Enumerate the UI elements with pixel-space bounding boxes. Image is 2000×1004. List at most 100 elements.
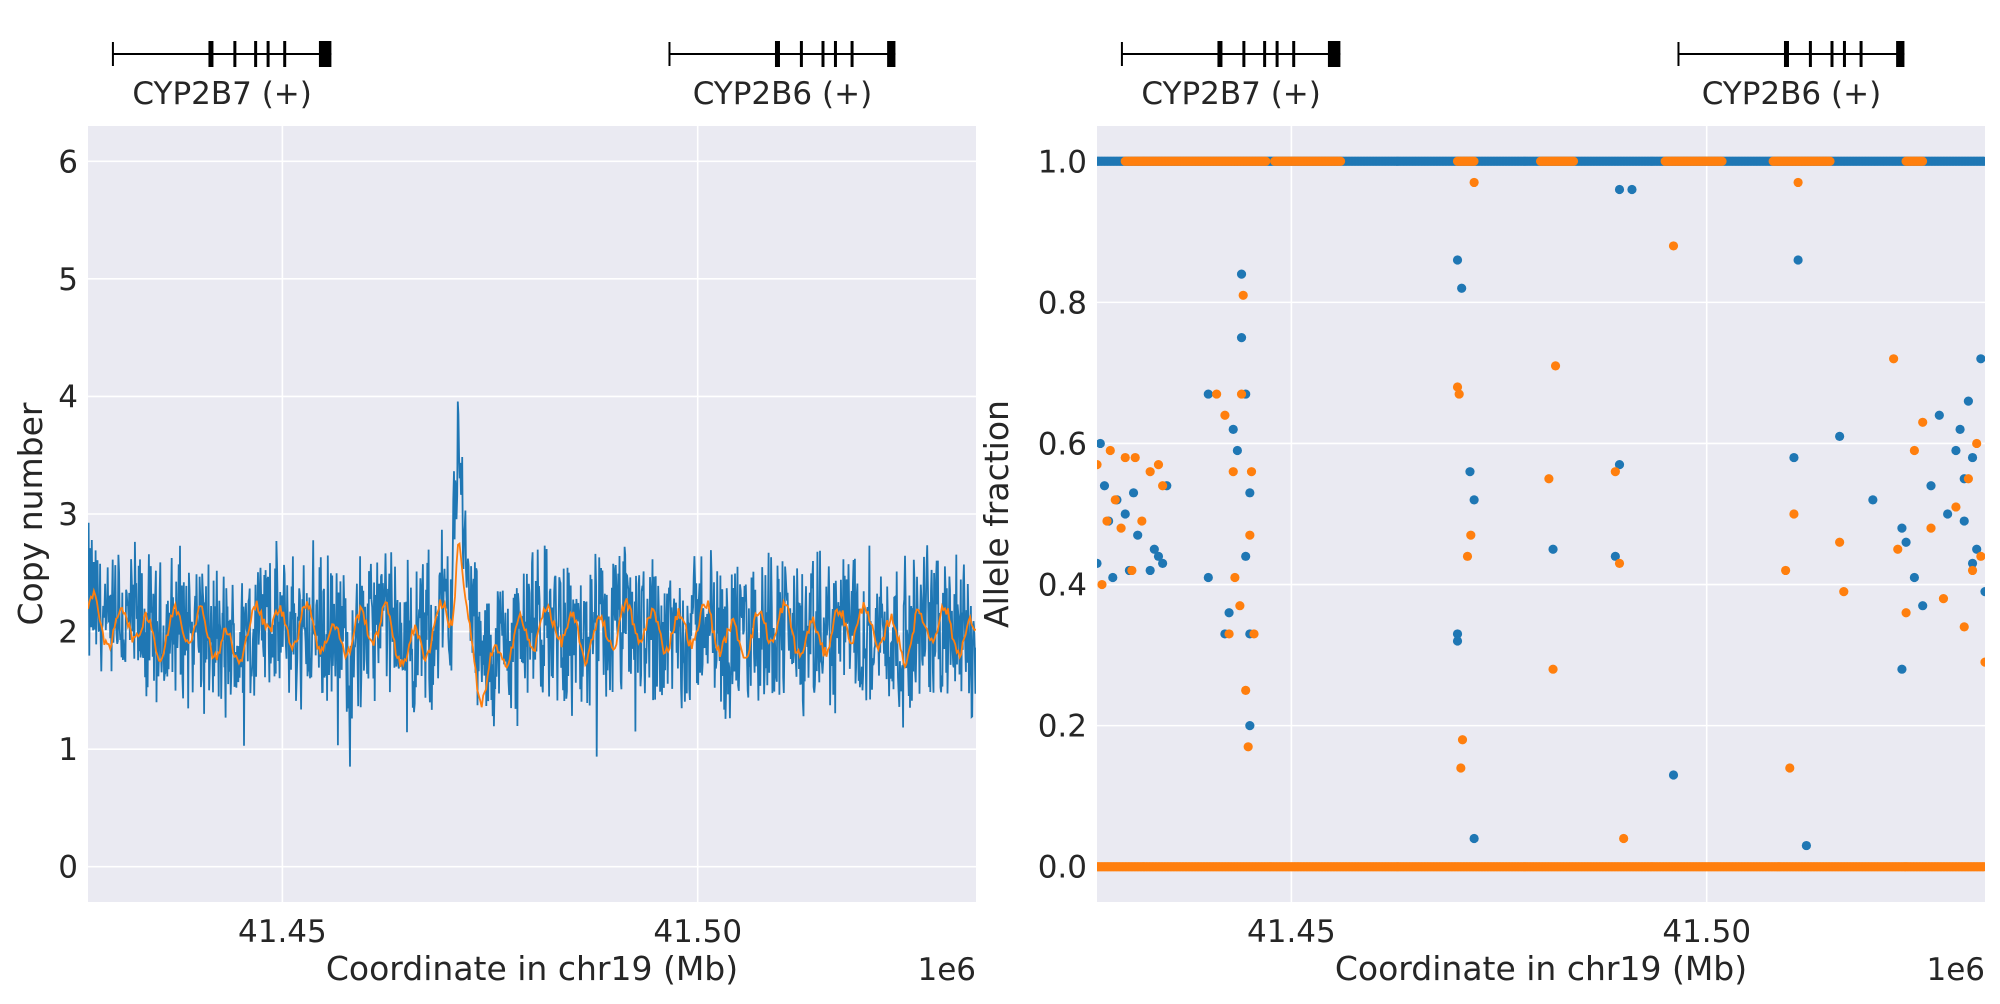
allele-point xyxy=(1241,551,1251,561)
allele-point xyxy=(1203,572,1213,583)
allele-point xyxy=(1457,735,1468,745)
y-tick-label: 1.0 xyxy=(1038,144,1087,180)
allele-point xyxy=(1934,410,1944,420)
allele-point xyxy=(1235,601,1245,611)
allele-point xyxy=(1918,417,1928,427)
gene-exon xyxy=(1830,41,1834,67)
allele-point xyxy=(1261,156,1271,166)
allele-point xyxy=(1249,629,1259,639)
x-axis-offset-label: 1e6 xyxy=(917,952,976,988)
gene-exon xyxy=(1217,41,1223,67)
gene-label: CYP2B7 (+) xyxy=(132,76,311,112)
gene-label: CYP2B7 (+) xyxy=(1141,76,1320,112)
gene-label: CYP2B6 (+) xyxy=(1702,76,1881,112)
series-clip-group xyxy=(88,401,976,767)
allele-point xyxy=(1108,572,1118,583)
y-tick-label: 0 xyxy=(58,850,78,886)
allele-point xyxy=(1963,396,1973,406)
allele-point xyxy=(1224,629,1234,639)
allele-point xyxy=(1801,840,1812,851)
allele-point xyxy=(1619,833,1629,844)
allele-point xyxy=(1793,177,1803,188)
allele-point xyxy=(1917,156,1928,166)
series-clip-group xyxy=(1097,156,1985,872)
x-tick-label: 41.45 xyxy=(238,914,327,950)
x-tick-label: 41.45 xyxy=(1247,914,1336,950)
gene-exon xyxy=(821,41,825,67)
allele-point xyxy=(1544,474,1554,484)
allele-point xyxy=(1835,431,1845,441)
allele-point xyxy=(1245,488,1255,498)
allele-point xyxy=(1789,452,1799,463)
allele-point xyxy=(1967,565,1978,576)
allele-point xyxy=(1158,558,1168,568)
allele-point xyxy=(1951,445,1961,456)
allele-point xyxy=(1897,523,1907,533)
x-axis-label: Coordinate in chr19 (Mb) xyxy=(326,949,738,988)
allele-point xyxy=(1133,530,1143,540)
allele-point xyxy=(1469,495,1479,505)
allele-point xyxy=(1469,833,1479,844)
allele-point xyxy=(1130,452,1140,463)
allele-point xyxy=(1099,481,1110,491)
x-tick-label: 41.50 xyxy=(653,914,742,950)
gene-track-left: CYP2B7 (+) CYP2B6 (+) xyxy=(111,41,896,112)
gene-exon xyxy=(1808,41,1812,67)
allele-point xyxy=(1897,664,1907,674)
allele-point xyxy=(1241,685,1251,695)
allele-point xyxy=(1137,516,1147,526)
gene-exon xyxy=(774,41,780,67)
gene-exon xyxy=(266,41,270,67)
allele-point xyxy=(1967,558,1978,568)
allele-point xyxy=(1614,558,1625,568)
y-axis-label: Allele fraction xyxy=(977,400,1016,628)
gene-exon xyxy=(799,41,803,67)
x-axis-offset-label: 1e6 xyxy=(1926,952,1985,988)
y-axis-label: Copy number xyxy=(11,402,50,625)
allele-point xyxy=(1105,445,1115,456)
allele-point xyxy=(1614,460,1625,470)
allele-point xyxy=(1120,452,1130,463)
allele-point xyxy=(1145,467,1155,477)
allele-point xyxy=(1456,763,1466,773)
gene-exon xyxy=(1783,41,1789,67)
allele-point xyxy=(1145,565,1155,576)
allele-point xyxy=(1238,290,1248,300)
allele-point xyxy=(1785,763,1795,773)
copy-number-smoothed-line xyxy=(88,541,976,708)
allele-point xyxy=(1976,354,1985,364)
allele-fraction-panel: CYP2B7 (+) CYP2B6 (+) 0.00.20.40.60.81.0 … xyxy=(977,41,1985,988)
allele-point xyxy=(1128,488,1139,498)
allele-point xyxy=(1469,156,1479,166)
gene-track-right: CYP2B7 (+) CYP2B6 (+) xyxy=(1120,41,1905,112)
allele-point xyxy=(1610,467,1620,477)
allele-point xyxy=(1246,467,1257,477)
allele-point xyxy=(1909,572,1919,583)
allele-point xyxy=(1909,445,1919,456)
allele-point xyxy=(1224,608,1234,618)
allele-point xyxy=(1548,544,1558,554)
allele-point xyxy=(1230,572,1240,583)
allele-point xyxy=(1452,629,1463,639)
allele-point xyxy=(1465,467,1475,477)
allele-point xyxy=(1668,770,1679,780)
allele-point xyxy=(1243,742,1253,752)
allele-point xyxy=(1228,467,1238,477)
gene-exon xyxy=(1327,41,1341,67)
allele-point xyxy=(1097,460,1102,470)
allele-point xyxy=(1951,502,1961,512)
allele-point xyxy=(1926,523,1936,533)
allele-point xyxy=(1825,156,1835,166)
allele-point xyxy=(1926,481,1936,491)
allele-point xyxy=(1452,255,1463,265)
allele-point xyxy=(1127,565,1137,576)
allele-point xyxy=(1120,509,1130,519)
gene-exon xyxy=(887,41,896,67)
allele-point xyxy=(1979,156,1985,166)
allele-point xyxy=(1550,361,1561,371)
allele-point xyxy=(1717,156,1727,166)
allele-point xyxy=(1097,558,1102,568)
y-tick-label: 0.2 xyxy=(1038,709,1087,745)
allele-point xyxy=(1839,587,1849,597)
plot-background xyxy=(1097,126,1985,902)
